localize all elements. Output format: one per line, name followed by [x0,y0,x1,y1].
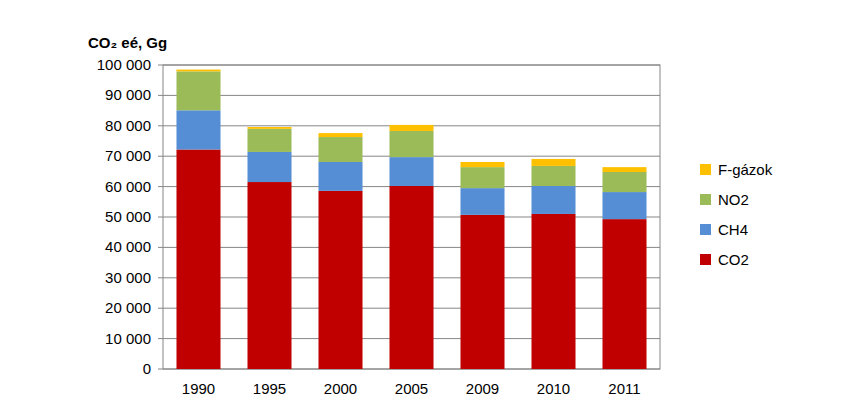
bar-segment [176,71,220,110]
chart: 0 10 000 20 000 30 000 40 000 50 000 60 000 70 … [0,0,847,408]
legend-swatch [700,254,711,265]
legend-label: CH4 [718,221,748,238]
bar-segment [318,133,362,137]
y-tick-labels: 0 10 000 20 000 30 000 40 000 50 000 60 000 70 … [97,56,163,377]
bar-segment [460,162,504,167]
bar-segment [318,162,362,191]
grid [163,65,660,369]
grid-line [163,95,660,96]
legend: F-gázok NO2 CH4 CO2 [700,161,773,268]
bar-segment [531,214,575,369]
bar-segment [602,172,646,192]
y-axis-title: CO₂ eé, Gg [88,34,167,51]
plot-frame [163,65,660,369]
bar-segment [531,166,575,186]
bar-segment [247,129,291,152]
bar-segment [389,157,433,186]
bar-segment [389,125,433,131]
bar-segment [602,167,646,172]
tick-mark [158,247,163,248]
bar-segment [247,152,291,182]
tick-label: 40 000 [105,238,151,255]
category-label: 2009 [466,380,499,397]
tick-mark [158,156,163,157]
category-label: 2005 [395,380,428,397]
tick-label: 20 000 [105,299,151,316]
legend-label: CO2 [718,251,749,268]
bar-segment [460,188,504,215]
legend-label: NO2 [718,191,749,208]
legend-swatch [700,224,711,235]
tick-label: 80 000 [105,117,151,134]
legend-label: F-gázok [718,161,773,178]
bar-segment [460,167,504,188]
tick-mark [158,277,163,278]
bar-segment [247,127,291,129]
bar-segment [318,137,362,162]
tick-label: 60 000 [105,178,151,195]
tick-label: 90 000 [105,86,151,103]
bar-segment [176,110,220,149]
category-label: 1990 [182,380,215,397]
bar-segment [247,182,291,369]
tick-mark [158,308,163,309]
legend-swatch [700,164,711,175]
category-label: 2000 [324,380,357,397]
tick-mark [158,95,163,96]
tick-mark [158,65,163,66]
category-label: 2011 [608,380,640,397]
bar-segment [531,159,575,166]
tick-mark [158,186,163,187]
tick-label: 10 000 [105,330,151,347]
x-tick-labels: 1990 1995 2000 2005 2009 2010 2011 [182,380,641,397]
tick-label: 70 000 [105,147,151,164]
bars [176,70,646,369]
category-label: 2010 [537,380,570,397]
tick-label: 30 000 [105,269,151,286]
tick-label: 50 000 [105,208,151,225]
bar-segment [176,150,220,369]
tick-mark [158,338,163,339]
bar-segment [318,191,362,369]
bar-segment [460,215,504,369]
tick-mark [158,125,163,126]
tick-mark [158,217,163,218]
bar-segment [602,192,646,219]
tick-mark [158,369,163,370]
legend-swatch [700,194,711,205]
bar-segment [176,70,220,72]
bar-segment [531,186,575,214]
tick-label: 0 [143,360,151,377]
tick-label: 100 000 [97,56,151,73]
bar-segment [602,219,646,369]
bar-segment [389,131,433,157]
bar-segment [389,186,433,369]
category-label: 1995 [253,380,286,397]
